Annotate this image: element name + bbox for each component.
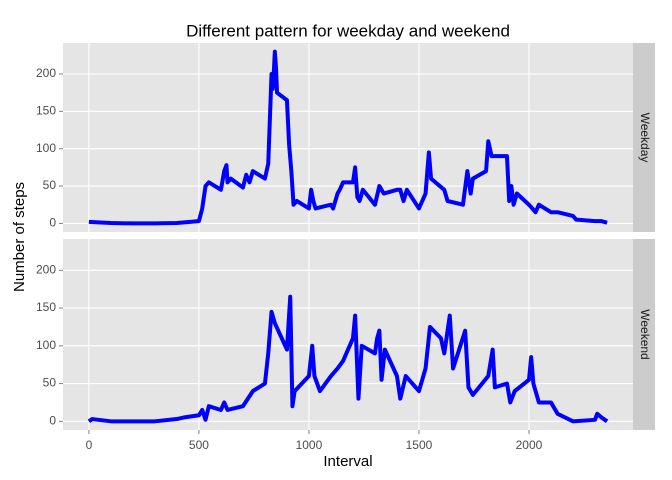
y-tick-label: 50 — [43, 178, 57, 192]
y-tick-label: 0 — [49, 216, 56, 230]
y-tick-label: 150 — [36, 300, 56, 314]
y-tick-label: 150 — [36, 104, 56, 118]
y-tick-label: 0 — [49, 413, 56, 427]
strip-label: Weekday — [638, 113, 652, 163]
x-axis-label: Interval — [323, 453, 372, 470]
x-tick-label: 500 — [189, 438, 209, 452]
data-line — [88, 49, 608, 226]
data-line — [87, 294, 609, 424]
y-axis-label: Number of steps — [11, 182, 28, 292]
y-tick-label: 200 — [36, 263, 56, 277]
x-tick-label: 0 — [86, 438, 93, 452]
strip-label: Weekend — [638, 309, 652, 359]
strip-background — [633, 239, 655, 430]
y-tick-label: 100 — [36, 141, 56, 155]
chart-title: Different pattern for weekday and weeken… — [186, 21, 510, 40]
y-tick-label: 50 — [43, 376, 57, 390]
x-tick-label: 1000 — [296, 438, 323, 452]
y-tick-label: 100 — [36, 338, 56, 352]
y-tick-label: 200 — [36, 66, 56, 80]
x-tick-label: 1500 — [406, 438, 433, 452]
strip-background — [633, 43, 655, 232]
panel-background — [63, 43, 633, 232]
x-tick-label: 2000 — [516, 438, 543, 452]
